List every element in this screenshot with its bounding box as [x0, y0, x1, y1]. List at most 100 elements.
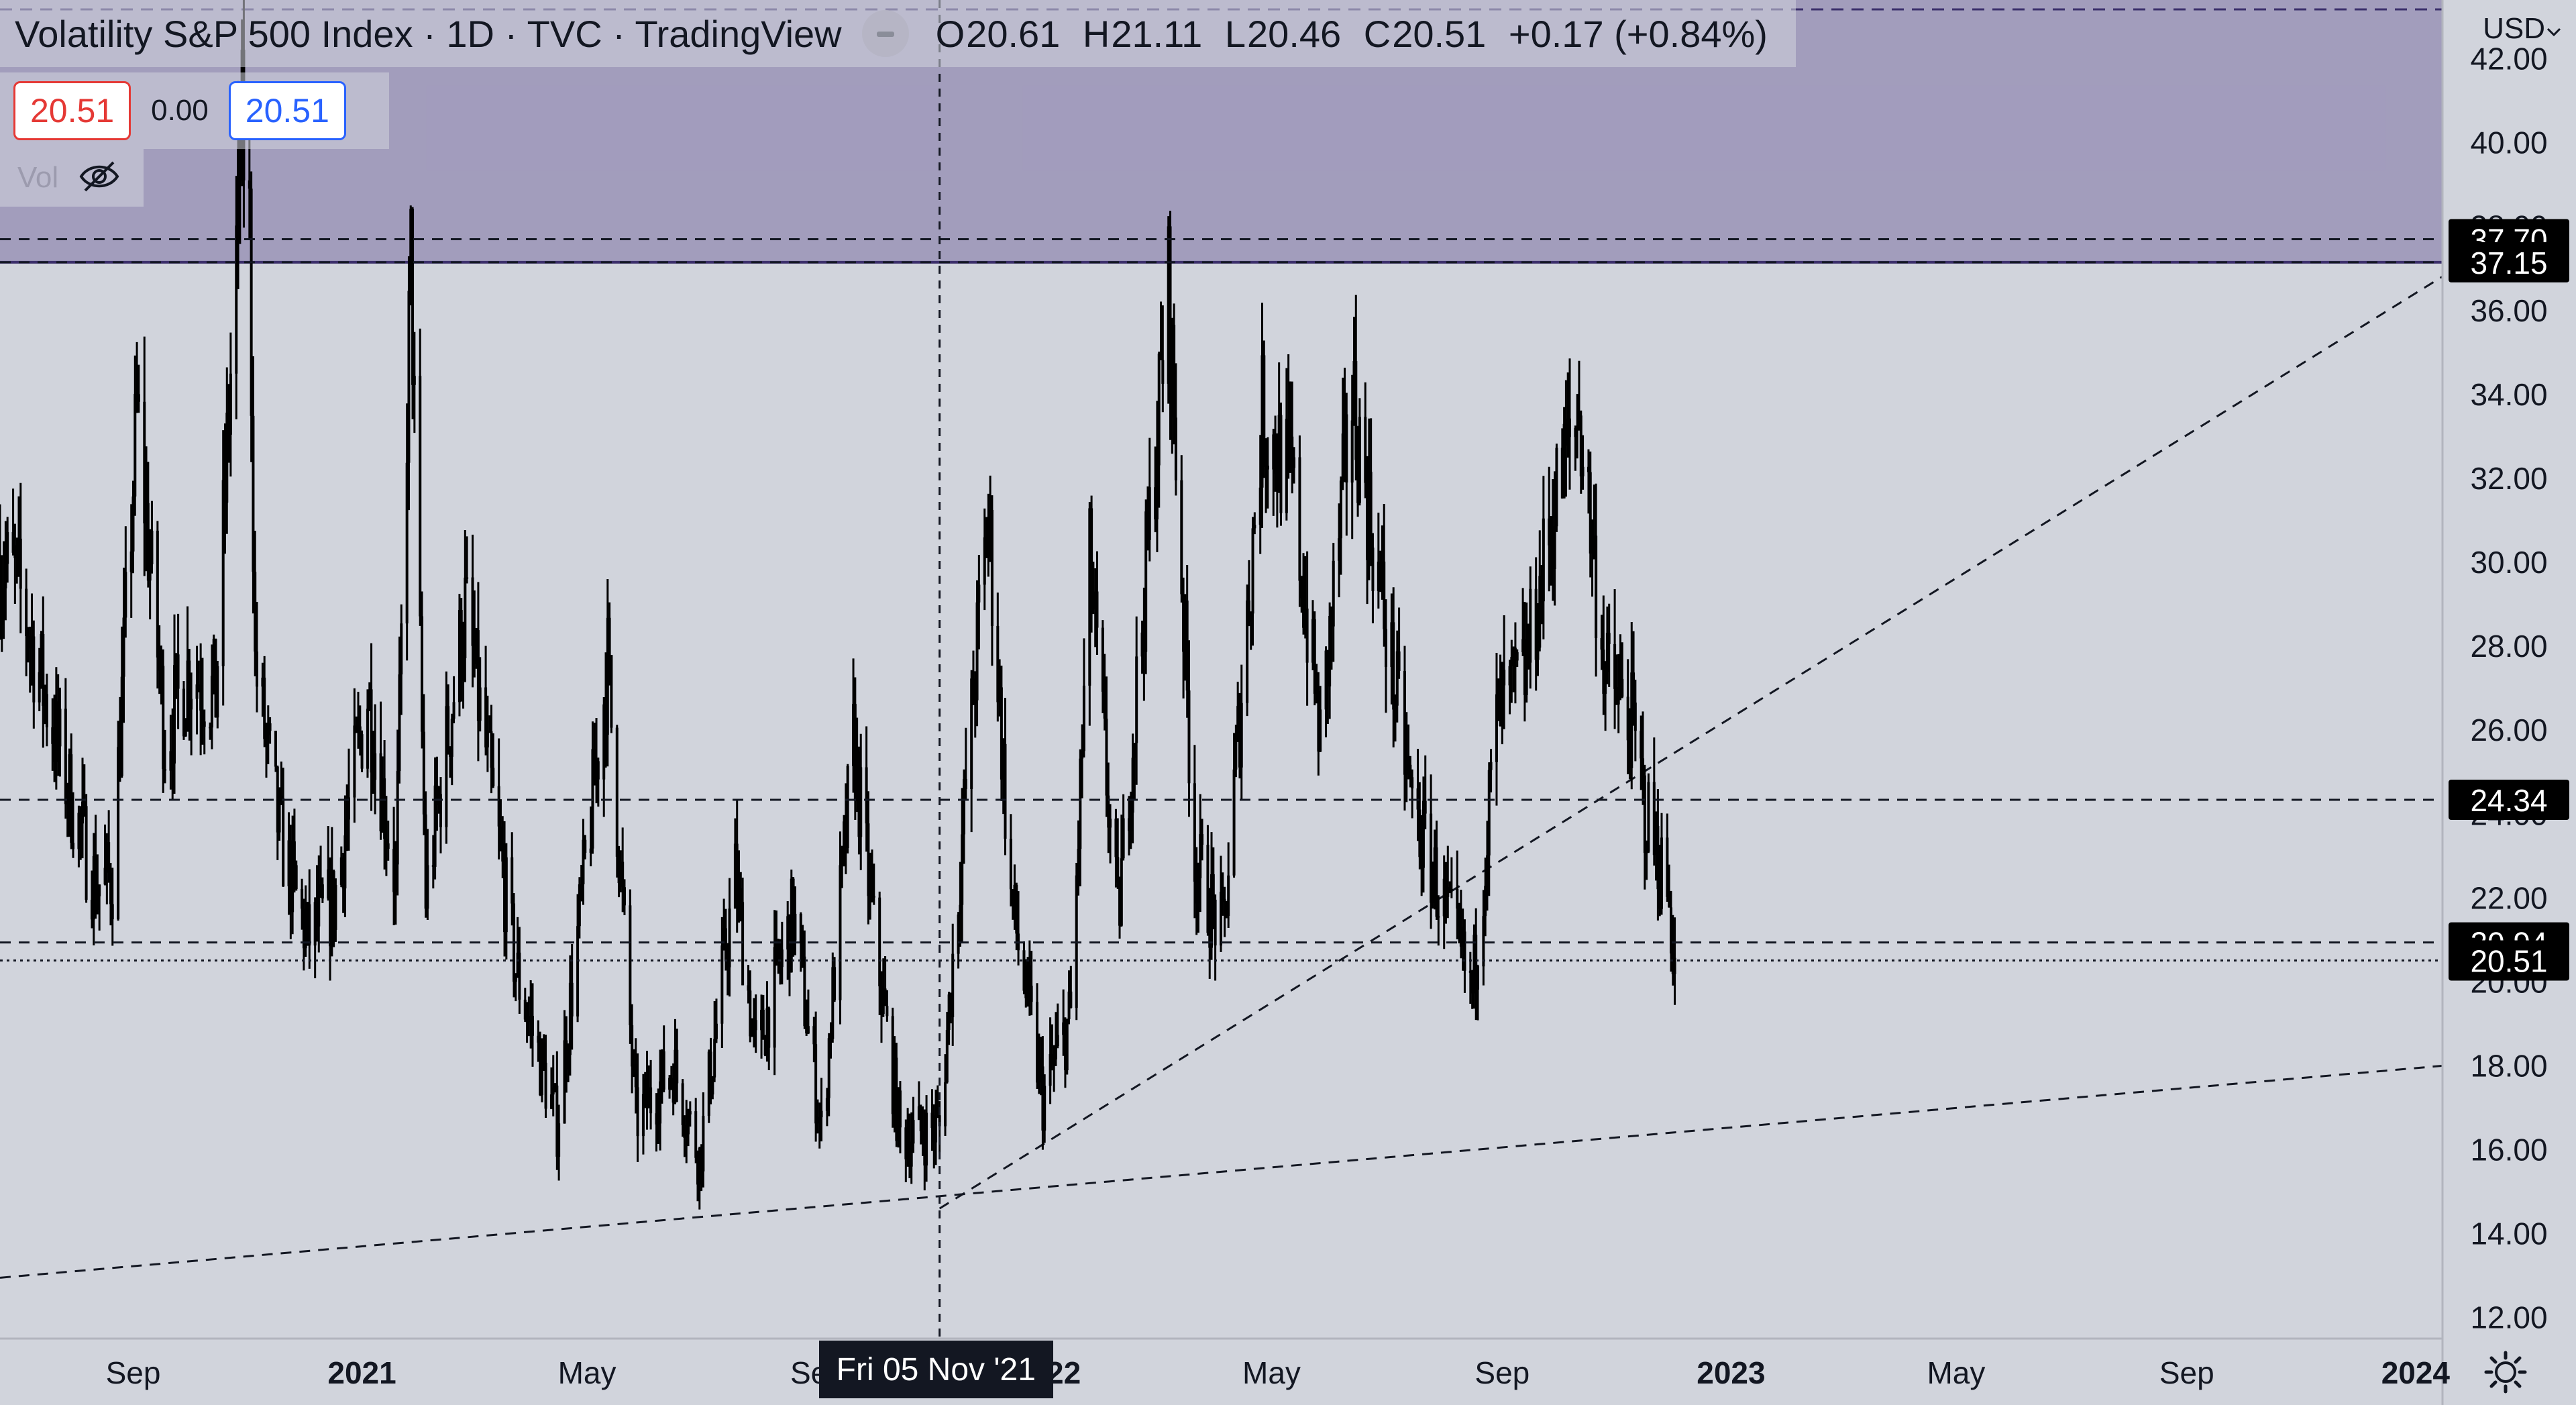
candle-body — [72, 843, 75, 849]
y-tick-label: 34.00 — [2470, 377, 2547, 412]
candle-body — [1129, 813, 1132, 831]
candle-body — [1591, 537, 1594, 554]
candle-body — [235, 225, 238, 374]
volume-label: Vol — [17, 161, 59, 194]
candle-body — [248, 180, 251, 189]
candle-body — [883, 988, 887, 1006]
candle-body — [476, 630, 480, 721]
candle-body — [1026, 965, 1030, 998]
candle-body — [619, 862, 623, 884]
candle-body — [1484, 886, 1487, 917]
candle-body — [1195, 882, 1198, 904]
symbol-title[interactable]: Volatility S&P 500 Index · 1D · TVC · Tr… — [15, 12, 842, 55]
candle-body — [829, 1038, 833, 1040]
candle-body — [1154, 487, 1157, 520]
buy-price-button[interactable]: 20.51 — [228, 81, 346, 140]
candle-body — [386, 843, 390, 849]
volume-indicator-row[interactable]: Vol — [0, 149, 144, 207]
candle-body — [148, 564, 152, 581]
candle-body — [1279, 415, 1283, 513]
candle-body — [1343, 414, 1346, 434]
candle-body — [252, 415, 255, 572]
candle-body — [947, 994, 951, 1031]
candle-body — [501, 843, 504, 862]
y-tick-label: 18.00 — [2470, 1048, 2547, 1083]
candle-body — [1037, 1057, 1040, 1083]
currency-selector[interactable]: USD — [2483, 12, 2563, 46]
candle-body — [790, 878, 793, 973]
time-axis[interactable]: Sep2021MaySep2022MaySep2023MaySep2024 — [106, 1355, 2451, 1390]
candle-body — [405, 462, 409, 624]
candle-body — [1313, 619, 1316, 694]
candle-body — [898, 1090, 902, 1128]
candle-body — [1246, 600, 1249, 703]
candle-body — [1409, 764, 1412, 778]
price-axis[interactable]: 12.0014.0016.0018.0020.0022.0024.0026.00… — [2470, 42, 2547, 1335]
candle-body — [867, 823, 870, 896]
candle-body — [751, 1022, 754, 1037]
candle-body — [1088, 508, 1091, 686]
legend-header: Volatility S&P 500 Index · 1D · TVC · Tr… — [0, 0, 1796, 67]
candle-body — [452, 702, 455, 719]
candle-body — [812, 1026, 816, 1045]
candle-body — [985, 537, 988, 557]
candle-body — [964, 778, 967, 789]
candle-body — [659, 1081, 662, 1124]
candle-body — [56, 701, 60, 747]
candle-body — [1523, 639, 1526, 695]
candle-body — [1039, 1057, 1042, 1067]
candle-body — [688, 1111, 692, 1114]
candle-body — [1371, 548, 1375, 591]
low-value: 20.46 — [1247, 12, 1342, 55]
settings-gear-icon[interactable] — [2482, 1349, 2529, 1396]
candle-body — [1643, 775, 1646, 853]
candle-body — [514, 975, 517, 982]
candle-body — [1146, 511, 1149, 540]
candle-body — [1403, 670, 1406, 775]
candle-body — [904, 1127, 908, 1159]
collapse-legend-button[interactable] — [861, 10, 909, 57]
candle-body — [1291, 436, 1294, 468]
candle-body — [1604, 672, 1607, 694]
candle-body — [1482, 916, 1485, 967]
candle-body — [118, 747, 121, 776]
trendlines — [0, 276, 2443, 1279]
candle-body — [549, 1094, 553, 1109]
candle-body — [542, 1042, 545, 1063]
candle-body — [1626, 696, 1629, 741]
price-candles — [0, 0, 1676, 1210]
candle-body — [53, 743, 56, 762]
candle-body — [544, 1062, 547, 1109]
change-value: +0.17 (+0.84%) — [1508, 12, 1768, 55]
candle-body — [1420, 857, 1424, 868]
candle-body — [1581, 466, 1585, 477]
candle-body — [1424, 800, 1427, 814]
candle-body — [384, 839, 388, 844]
close-label: C — [1363, 12, 1391, 55]
candle-body — [133, 394, 137, 497]
candle-body — [1285, 419, 1288, 513]
candle-body — [987, 517, 990, 557]
candle-body — [1613, 643, 1617, 689]
candle-body — [1579, 415, 1582, 477]
candle-body — [266, 723, 270, 735]
candle-body — [1053, 1059, 1056, 1065]
candle-body — [54, 701, 58, 762]
candle-body — [1574, 428, 1577, 437]
candle-body — [1555, 448, 1558, 527]
eye-hidden-icon[interactable] — [78, 158, 120, 198]
candle-body — [676, 1049, 679, 1084]
candle-body — [171, 751, 174, 764]
x-tick-label: 2024 — [2381, 1355, 2451, 1390]
candle-body — [604, 704, 608, 735]
candle-body — [184, 723, 187, 737]
candle-body — [531, 1016, 534, 1036]
candle-body — [1468, 970, 1472, 973]
candle-body — [1668, 896, 1671, 908]
candle-body — [499, 826, 502, 843]
sell-price-button[interactable]: 20.51 — [13, 81, 131, 140]
candle-body — [567, 1055, 570, 1070]
candle-body — [332, 871, 335, 930]
candle-body — [720, 945, 724, 1024]
